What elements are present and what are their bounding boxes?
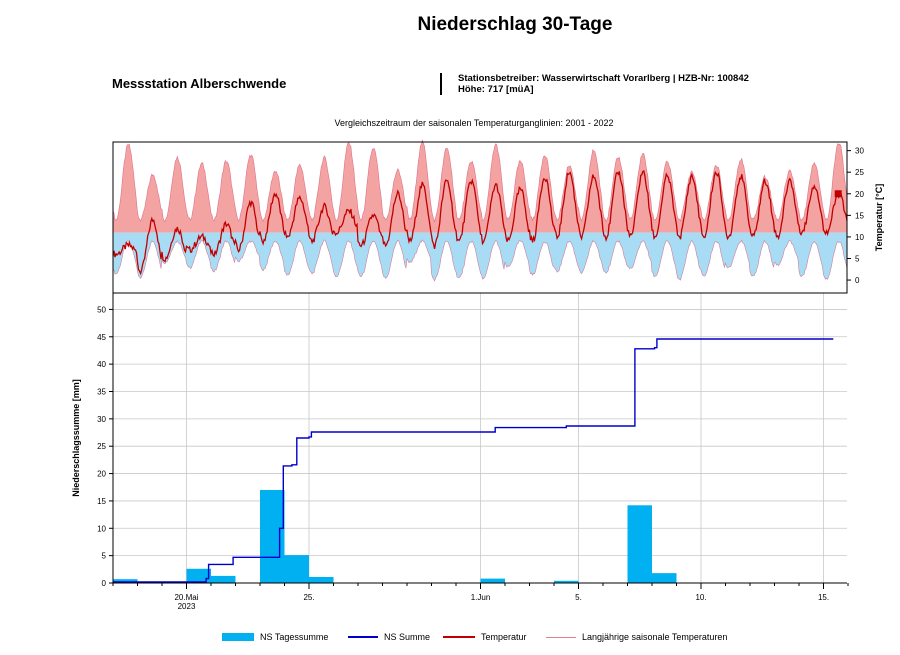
y-tick-label: 35 [97, 387, 106, 396]
y-tick-label: 5 [102, 552, 107, 561]
y-tick-label: 25 [97, 442, 106, 451]
y-tick-label: 30 [97, 415, 106, 424]
legend-item-ns-summe: NS Summe [348, 632, 430, 642]
x-tick-label: 1.Jun [471, 593, 491, 602]
temperature-axis-title: Temperatur [°C] [874, 184, 884, 251]
precip-axis-title: Niederschlagssumme [mm] [71, 379, 81, 497]
x-tick-label: 10. [695, 593, 706, 602]
header-separator [440, 73, 442, 95]
station-operator: Stationsbetreiber: Wasserwirtschaft Vora… [458, 73, 749, 84]
legend-swatch-sum [348, 636, 378, 638]
precip-bars [113, 489, 677, 583]
chart-subtitle: Vergleichszeitraum der saisonalen Temper… [334, 118, 614, 128]
temp-tick-label: 5 [855, 254, 860, 263]
temp-tick-label: 25 [855, 168, 864, 177]
x-tick-sublabel: 2023 [178, 602, 196, 611]
y-tick-label: 45 [97, 333, 106, 342]
precip-bar [113, 579, 138, 583]
axes: 0 5 10 15 20 25 30 35 40 45 50 0 5 10 15 20 25 30 20.Mai20… [71, 141, 884, 611]
chart-canvas: 0 5 10 15 20 25 30 35 40 45 50 0 5 10 15 20 25 30 20.Mai20… [71, 139, 884, 611]
precip-bar [260, 489, 285, 583]
x-tick-label: 15. [818, 593, 829, 602]
precip-bar [480, 578, 505, 583]
precip-sum [113, 338, 834, 583]
legend-label-ns-tagessumme: NS Tagessumme [260, 632, 329, 642]
temp-tick-label: 20 [855, 190, 864, 199]
legend-label-langjaehrig: Langjährige saisonale Temperaturen [582, 632, 728, 642]
station-altitude: Höhe: 717 [müA] [458, 84, 534, 95]
x-tick-label: 5. [575, 593, 582, 602]
temperature-line [112, 169, 848, 276]
temp-tick-label: 0 [855, 276, 860, 285]
temperature-panel [112, 139, 848, 282]
legend-item-ns-tagessumme: NS Tagessumme [222, 632, 328, 642]
precip-bar [309, 576, 334, 583]
temp-tick-label: 10 [855, 233, 864, 242]
page-title: Niederschlag 30-Tage [417, 14, 613, 35]
precip-bar [627, 505, 652, 583]
legend-label-temperatur: Temperatur [481, 632, 527, 642]
y-tick-label: 50 [97, 305, 106, 314]
temp-tick-label: 30 [855, 147, 864, 156]
precip-bar [554, 580, 579, 583]
y-tick-label: 20 [97, 470, 106, 479]
temperature-band-outline-lower [113, 239, 848, 282]
legend-swatch-temperature [443, 636, 475, 638]
precip-bar [211, 575, 236, 583]
temp-tick-label: 15 [855, 211, 864, 220]
precip-bar [652, 573, 677, 583]
precip-bar [284, 555, 309, 583]
station-meta: Stationsbetreiber: Wasserwirtschaft Vora… [458, 73, 749, 95]
legend-item-temperatur: Temperatur [443, 632, 527, 642]
y-tick-label: 15 [97, 497, 106, 506]
temperature-band-upper [113, 140, 847, 233]
legend-swatch-band [546, 636, 576, 638]
temperature-last-marker [834, 190, 842, 198]
x-tick-label: 20.Mai [174, 593, 198, 602]
x-tick-label: 25. [303, 593, 314, 602]
temperature-band-outline-upper [112, 139, 848, 223]
y-tick-label: 40 [97, 360, 106, 369]
legend-swatch-bar [222, 633, 254, 641]
y-tick-label: 10 [97, 524, 106, 533]
precip-grid [113, 293, 847, 584]
legend-item-langjaehrig: Langjährige saisonale Temperaturen [546, 632, 727, 642]
temperature-frame [112, 141, 848, 294]
legend-label-ns-summe: NS Summe [384, 632, 431, 642]
precip-sum-line [113, 338, 834, 583]
precip-bar [186, 568, 211, 583]
y-tick-label: 0 [102, 579, 107, 588]
temperature-band-lower [113, 232, 847, 281]
station-name: Messstation Alberschwende [112, 76, 287, 91]
